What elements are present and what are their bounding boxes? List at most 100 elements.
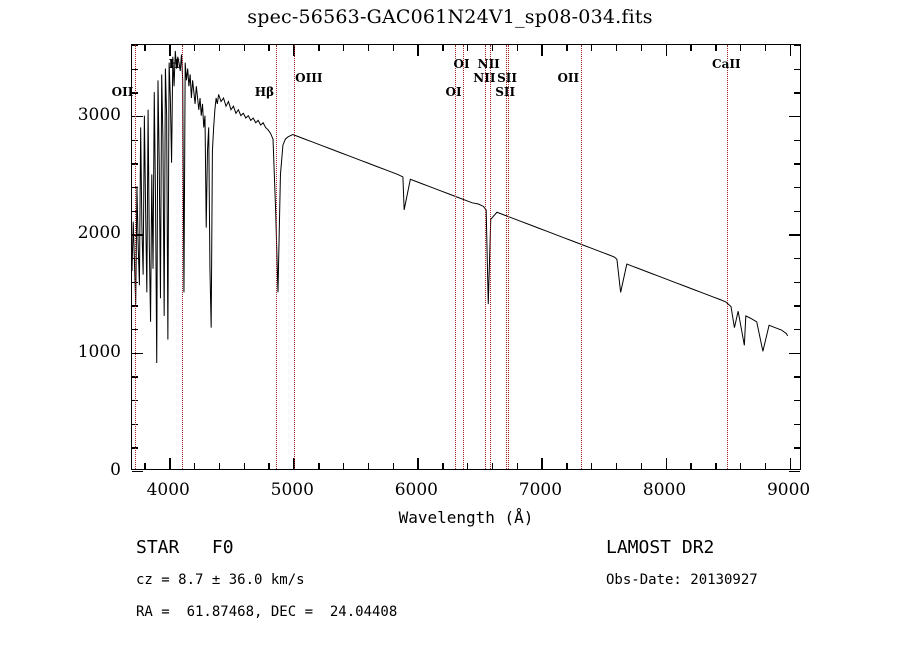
y-tick <box>132 305 138 307</box>
spectral-line-label: NII <box>473 71 496 85</box>
plot-frame <box>131 44 801 473</box>
x-tick <box>739 45 742 51</box>
y-tick <box>132 210 138 213</box>
x-tick <box>218 463 221 469</box>
plot-canvas <box>132 45 800 469</box>
spectral-line-marker <box>462 45 464 469</box>
x-tick <box>293 45 295 56</box>
y-tick <box>794 258 800 260</box>
x-tick <box>293 458 295 469</box>
x-tick <box>243 45 246 51</box>
x-tick <box>392 45 394 51</box>
y-tick <box>789 116 800 118</box>
x-tick <box>615 463 618 469</box>
x-tick <box>417 458 419 469</box>
x-tick <box>541 458 543 469</box>
y-tick <box>132 116 143 118</box>
y-tick <box>794 400 800 402</box>
x-tick <box>318 463 320 469</box>
page-title: spec-56563-GAC061N24V1_sp08-034.fits <box>247 6 653 28</box>
y-tick <box>794 139 800 142</box>
x-tick-label: 6000 <box>394 480 438 500</box>
x-tick <box>640 45 643 51</box>
y-tick <box>132 163 138 165</box>
spectral-line-marker <box>508 45 510 469</box>
x-tick <box>367 463 370 469</box>
y-tick <box>794 92 800 94</box>
spectral-line-marker <box>135 45 137 469</box>
x-tick <box>715 463 717 469</box>
y-tick <box>132 187 138 189</box>
y-tick <box>132 400 138 402</box>
spectral-line-marker <box>485 45 487 469</box>
spectral-line-label: OII <box>557 71 580 85</box>
y-tick <box>794 376 800 378</box>
spectral-line-label: H <box>168 57 180 71</box>
spectral-line-label: CaII <box>712 57 741 71</box>
y-tick <box>132 447 138 449</box>
x-tick <box>467 463 469 469</box>
spectral-line-marker <box>581 45 583 469</box>
spectral-line-label: NII <box>477 57 500 71</box>
y-tick-label: 0 <box>110 460 121 480</box>
x-tick <box>169 458 171 469</box>
x-tick <box>516 463 519 469</box>
spectral-line-label: OI <box>453 57 470 71</box>
y-tick <box>794 45 800 47</box>
x-tick <box>169 45 171 56</box>
x-tick <box>566 463 568 469</box>
x-tick <box>442 463 444 469</box>
y-tick <box>794 447 800 449</box>
x-tick <box>789 45 791 56</box>
footer-survey: LAMOST DR2 <box>606 537 715 558</box>
x-tick <box>442 45 444 51</box>
y-tick <box>789 471 800 473</box>
y-tick <box>794 305 800 307</box>
x-tick <box>541 45 543 56</box>
x-tick-label: 8000 <box>642 480 687 500</box>
x-tick <box>144 463 146 469</box>
x-tick <box>690 45 692 51</box>
y-tick <box>132 471 143 473</box>
spectral-line-marker <box>454 45 456 469</box>
x-tick <box>417 45 419 56</box>
x-tick <box>144 45 146 51</box>
y-tick <box>132 352 143 355</box>
x-tick <box>194 45 196 51</box>
spectral-line-marker <box>276 45 278 469</box>
y-tick <box>794 281 800 284</box>
y-tick <box>132 139 138 142</box>
y-tick <box>794 68 800 71</box>
y-tick-label: 2000 <box>77 223 121 244</box>
x-tick <box>615 45 618 51</box>
x-tick <box>467 45 469 51</box>
x-axis-label: Wavelength (Å) <box>398 508 534 527</box>
spectral-line-label: OIII <box>295 71 323 85</box>
x-tick <box>367 45 370 51</box>
x-tick <box>516 45 519 51</box>
y-tick <box>132 68 138 71</box>
y-tick <box>794 163 800 165</box>
y-tick-label: 1000 <box>77 341 121 362</box>
spectral-line-marker <box>294 45 296 469</box>
spectral-line-label: OII <box>111 85 134 99</box>
x-tick <box>491 45 494 51</box>
x-tick <box>715 45 717 51</box>
y-tick <box>132 329 138 331</box>
x-tick-label: 9000 <box>766 480 811 500</box>
y-tick <box>794 187 800 189</box>
x-tick-label: 5000 <box>270 480 314 500</box>
y-tick <box>794 329 800 331</box>
x-tick <box>739 463 742 469</box>
x-tick <box>491 463 494 469</box>
x-tick <box>342 463 345 469</box>
y-tick <box>132 258 138 260</box>
y-tick <box>132 92 138 94</box>
footer-redshift: cz = 8.7 ± 36.0 km/s <box>136 572 305 588</box>
spectral-line-marker <box>181 45 183 469</box>
x-tick-label: 4000 <box>146 480 190 500</box>
spectral-line-label: SII <box>495 85 516 99</box>
spectral-line-marker <box>489 45 491 469</box>
x-tick <box>268 463 270 469</box>
